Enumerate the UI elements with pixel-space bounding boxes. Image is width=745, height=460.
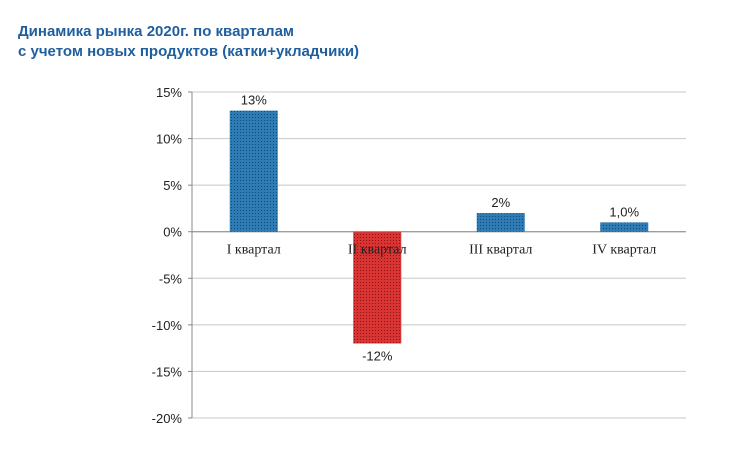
category-label: II квартал [348, 243, 407, 258]
chart-title: Динамика рынка 2020г. по кварталам с уче… [18, 22, 359, 62]
y-tick-label: -20% [152, 411, 183, 426]
y-tick-label: 5% [163, 178, 182, 193]
chart-title-line-2: с учетом новых продуктов (катки+укладчик… [18, 43, 360, 60]
data-label: -12% [362, 348, 393, 363]
y-tick-label: 0% [163, 225, 182, 240]
category-label: III квартал [469, 243, 532, 258]
y-tick-label: -10% [152, 318, 183, 333]
data-label: 2% [491, 195, 510, 210]
data-label: 1,0% [609, 204, 639, 219]
chart-title-line-1: Динамика рынка 2020г. по кварталам [18, 23, 295, 40]
bar-3 [476, 213, 525, 232]
y-tick-label: 10% [156, 132, 182, 147]
data-label: 13% [241, 93, 267, 108]
bar-4 [600, 222, 649, 232]
category-label: I квартал [227, 243, 281, 258]
y-tick-label: -15% [152, 364, 183, 379]
y-axis: 15% 10% 5% 0% -5% -10% -15% -20% [152, 85, 686, 426]
bars [229, 110, 649, 344]
category-label: IV квартал [592, 243, 656, 258]
bar-2 [353, 231, 402, 344]
bar-1 [229, 110, 278, 232]
y-tick-label: -5% [159, 271, 183, 286]
labels: I квартал 13% II квартал -12% III квартал 2% I… [227, 93, 656, 364]
y-tick-label: 15% [156, 85, 182, 100]
